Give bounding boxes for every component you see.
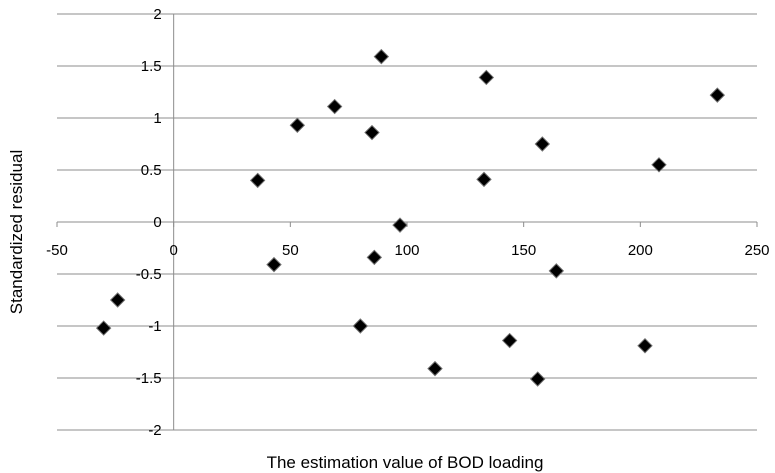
data-point (637, 338, 653, 354)
y-tick-label: 0 (153, 214, 161, 231)
data-point (95, 320, 112, 336)
x-tick-label: 150 (511, 242, 536, 259)
y-tick-label: 1.5 (141, 58, 162, 75)
data-point (478, 69, 495, 86)
data-point (109, 292, 126, 308)
y-tick-label: 2 (153, 6, 161, 23)
y-tick-label: -2 (148, 422, 161, 439)
x-tick-label: 0 (169, 242, 177, 259)
data-point (364, 124, 380, 141)
data-point (501, 332, 518, 349)
y-tick-labels: 2 1.5 1 0.5 0 -0.5 -1 -1.5 -2 (136, 6, 162, 439)
data-point (392, 217, 408, 233)
data-points (95, 48, 726, 387)
data-point (249, 172, 266, 189)
x-tick-label: 100 (394, 242, 419, 259)
y-tick-label: -1 (148, 318, 161, 335)
x-axis-title: The estimation value of BOD loading (267, 453, 544, 472)
x-tick-label: -50 (46, 242, 68, 259)
x-tick-label: 250 (744, 242, 769, 259)
data-point (709, 87, 726, 103)
data-point (427, 360, 443, 377)
data-point (534, 136, 551, 152)
data-point (476, 171, 492, 188)
data-point (352, 318, 369, 334)
data-point (366, 249, 383, 266)
y-tick-label: -0.5 (136, 266, 162, 283)
data-point (373, 48, 390, 65)
y-tick-label: 0.5 (141, 162, 162, 179)
x-tick-label: 50 (282, 242, 299, 259)
y-axis-title: Standardized residual (7, 150, 26, 314)
data-point (548, 263, 565, 279)
x-tick-labels: -50 0 50 100 150 200 250 (46, 242, 769, 259)
data-point (289, 117, 306, 133)
data-point (266, 256, 282, 273)
data-point (326, 98, 343, 115)
data-point (529, 371, 546, 387)
y-tick-label: -1.5 (136, 370, 162, 387)
data-point (651, 157, 667, 173)
y-tick-label: 1 (153, 110, 161, 127)
x-tick-label: 200 (628, 242, 653, 259)
